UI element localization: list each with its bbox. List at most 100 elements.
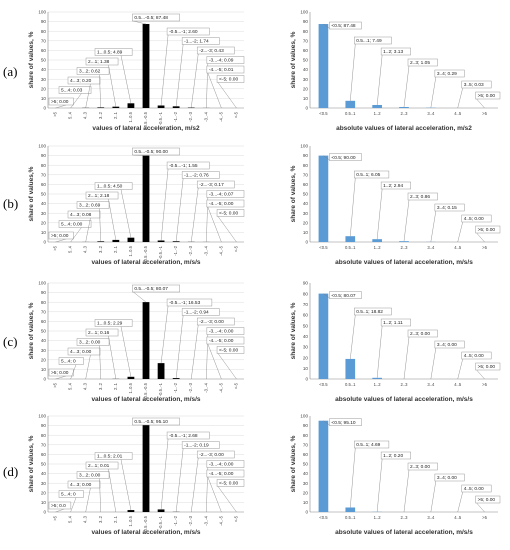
data-label-leader [191,187,199,242]
bar [399,241,409,242]
data-label: 3..5; 0.03 [464,82,484,88]
data-label-box [94,182,133,190]
data-label-leader [191,457,199,513]
y-tick-label: 70 [303,442,309,447]
chart-b-left: 0 10 20 30 40 50 60 70 80 90 100 share of values,% v… [28,144,245,266]
y-tick-label: 30 [41,481,47,486]
data-label-box [181,308,220,316]
data-label-leader [175,178,184,242]
data-label: -2...-3; 0.00 [199,452,224,458]
y-tick-label: 90 [303,281,309,286]
data-label-leader [160,305,169,364]
y-tick-label: 10 [41,500,47,505]
data-label: >5; 0.00 [478,364,496,370]
data-label-leader [120,326,132,377]
data-label: 5...4; 0.03 [61,88,83,94]
x-tick-label: 0.5..1 [345,382,356,387]
panel-label-d: (d) [3,464,18,479]
y-tick-label: 60 [303,48,309,53]
data-label: 0.5...-0.5; 90.00 [134,149,168,155]
data-label-leader [403,469,410,513]
data-label: 1...0.5; 4.89 [97,50,123,56]
y-tick-label: 60 [41,452,47,457]
data-label: -2...-3; 0.00 [199,319,224,325]
y-tick-label: 100 [300,144,308,149]
x-tick-label: <-5 [233,245,238,252]
x-tick-label: -3..-4 [203,515,208,525]
data-label-box [58,357,84,365]
x-tick-label: 2..1 [113,515,118,523]
x-tick-label: 3..4 [427,515,435,520]
x-tick-label: 0.5..1 [345,111,356,116]
data-label: -3...-4; 0.00 [209,329,234,335]
data-label-box [196,450,235,459]
bar [142,24,150,109]
y-tick-label: 50 [303,192,309,197]
x-tick-label: 3..2 [98,382,103,390]
x-tick-label: -0.5..-1 [158,382,163,396]
x-tick-label: 3..4 [427,382,435,387]
x-tick-label: <-5 [233,111,238,118]
data-label: 0.5...-0.5; 87.48 [134,15,168,21]
data-label-box [380,47,411,56]
x-tick-label: 0.5..-0.5 [143,515,148,531]
x-tick-label: <0.5 [319,515,328,520]
y-tick-label: 50 [303,323,309,328]
y-tick-label: 100 [300,414,308,419]
x-tick-label: 2..3 [401,515,409,520]
y-tick-label: 40 [303,201,309,206]
bar [318,24,329,109]
bar [127,237,135,242]
data-label: -2...-3; 0.17 [199,182,224,188]
data-label-leader [85,83,91,108]
data-label: 2..3; 0.86 [410,194,430,200]
x-tick-label: 0.5..1 [345,245,356,250]
x-tick-label: >5 [482,111,487,116]
data-label-box [181,37,220,45]
data-label: 2...1; 0.01 [88,463,110,469]
data-label-leader [160,34,169,106]
x-tick-label: 2..1 [113,245,118,253]
data-label-box [206,336,245,345]
x-tick-label: -1..-2 [173,245,178,255]
data-label-leader [217,82,237,109]
y-axis-title: share of values, % [290,31,297,88]
data-label-box [206,460,245,468]
chart-b-right: 0 10 20 30 40 50 60 70 80 90 100 share of values, %… [290,144,501,266]
x-axis-title: absolute values of lateral acceleration,… [335,396,473,403]
bar [345,358,356,379]
data-label-leader [403,199,410,242]
data-label: 4..5; 0.00 [464,353,484,359]
y-axis-title: share of values, % [28,435,35,492]
y-tick-label: 40 [303,471,309,476]
bar [318,155,329,242]
data-label-box [196,46,235,55]
data-label: 3...2; 0.69 [79,203,101,209]
y-tick-label: 70 [41,442,47,447]
data-label-box [67,210,101,219]
data-label: -1...-2; 1.74 [184,39,209,45]
data-label-leader [403,336,410,380]
x-axis-title: values of lateral acceleration, m/s/s [91,396,200,403]
y-tick-label: 20 [41,86,47,91]
x-tick-label: 4..3 [83,382,88,390]
x-tick-label: 4..5 [454,515,462,520]
x-axis-title: values of lateral acceleration, m/s/s [91,259,200,266]
x-tick-label: 5..4 [68,515,73,523]
data-label: 3..4; 0.00 [437,342,457,348]
data-label-box [76,471,110,479]
x-tick-label: -4..-5 [218,111,223,121]
data-label: 2..3; 0.00 [410,464,430,470]
data-label-leader [108,335,117,379]
y-tick-label: 80 [41,163,47,168]
y-tick-label: 70 [41,172,47,177]
data-label-box [94,48,133,56]
x-tick-label: 5..4 [68,111,73,119]
data-label: <-5; 0.00 [219,481,238,487]
bar [157,240,165,242]
y-tick-label: 60 [303,313,309,318]
y-tick-label: 20 [41,220,47,225]
x-tick-label: <-5 [233,382,238,389]
data-label-box [216,209,245,217]
data-label-box [48,231,74,240]
